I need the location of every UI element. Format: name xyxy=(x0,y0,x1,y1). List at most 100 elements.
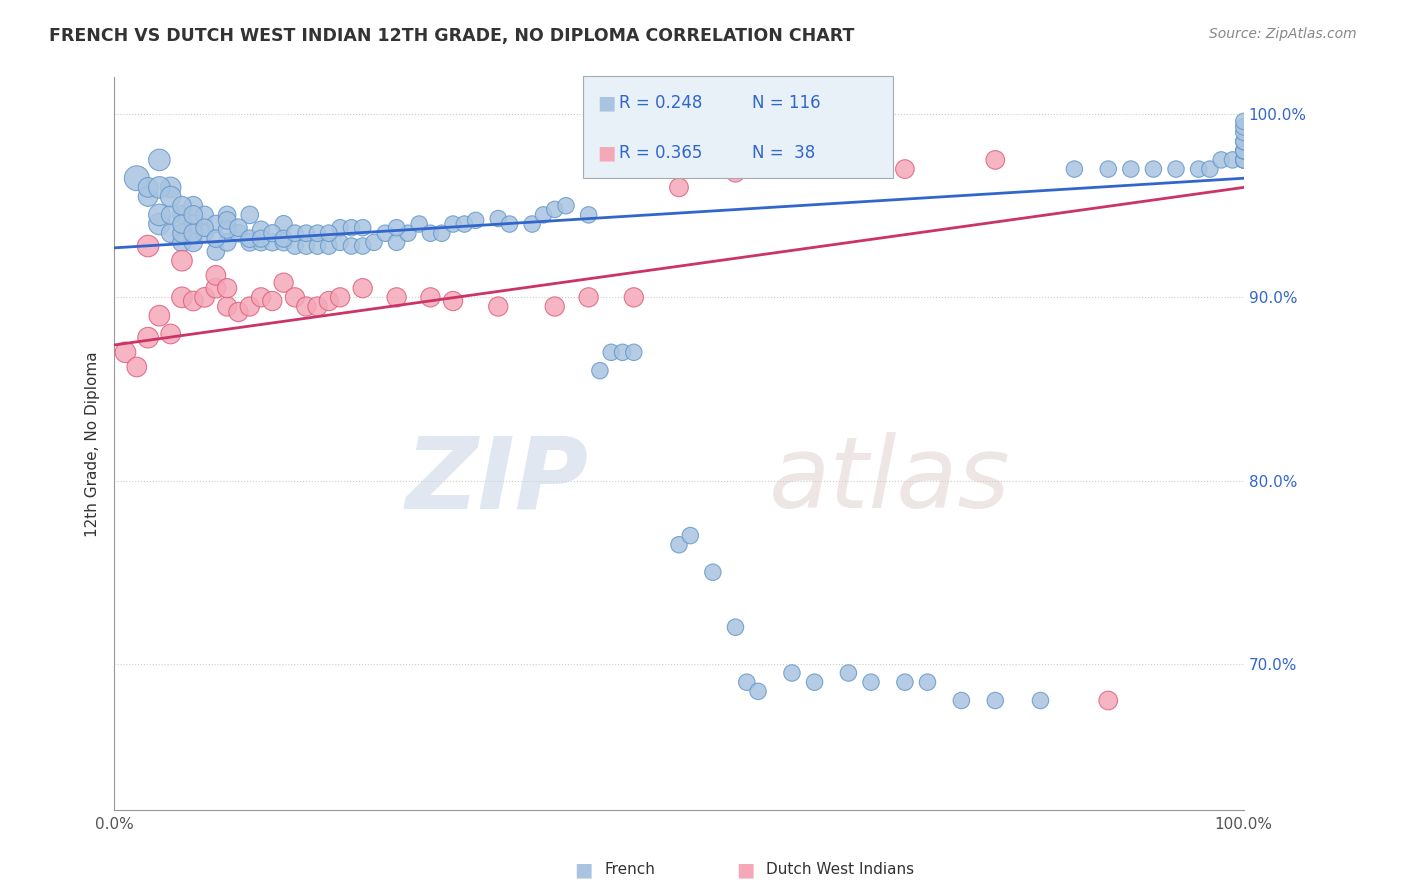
Point xyxy=(441,217,464,231)
Point xyxy=(1233,144,1256,158)
Point xyxy=(148,153,170,167)
Point xyxy=(837,666,859,681)
Point xyxy=(193,290,215,304)
Point xyxy=(1233,153,1256,167)
Point xyxy=(1119,162,1142,177)
Point xyxy=(125,171,148,186)
Point xyxy=(181,235,204,250)
Point xyxy=(1233,114,1256,128)
Point xyxy=(170,253,193,268)
Point xyxy=(159,208,181,222)
Point xyxy=(780,666,803,681)
Point xyxy=(284,239,307,253)
Point xyxy=(1233,120,1256,134)
Text: ■: ■ xyxy=(598,144,616,163)
Point xyxy=(295,239,318,253)
Point xyxy=(385,220,408,235)
Point xyxy=(273,217,295,231)
Point xyxy=(1222,153,1244,167)
Point xyxy=(578,290,600,304)
Point xyxy=(555,199,578,213)
Point xyxy=(205,217,228,231)
Point xyxy=(352,239,374,253)
Point xyxy=(894,675,917,690)
Point xyxy=(329,290,352,304)
Point xyxy=(533,208,555,222)
Point xyxy=(352,281,374,295)
Text: French: French xyxy=(605,863,655,877)
Point xyxy=(329,235,352,250)
Point xyxy=(239,300,262,314)
Point xyxy=(217,281,239,295)
Point xyxy=(1233,144,1256,158)
Point xyxy=(623,345,645,359)
Point xyxy=(1097,693,1119,707)
Point xyxy=(217,222,239,236)
Point xyxy=(239,208,262,222)
Point xyxy=(352,220,374,235)
Point xyxy=(136,331,159,345)
Point xyxy=(181,208,204,222)
Point xyxy=(950,693,973,707)
Point xyxy=(273,235,295,250)
Point xyxy=(464,213,486,227)
Point xyxy=(170,226,193,240)
Point xyxy=(295,300,318,314)
Text: ■: ■ xyxy=(735,860,755,880)
Point xyxy=(1063,162,1085,177)
Point xyxy=(612,345,634,359)
Point xyxy=(217,235,239,250)
Point xyxy=(1233,135,1256,149)
Point xyxy=(724,620,747,634)
Point xyxy=(307,226,329,240)
Point xyxy=(984,153,1007,167)
Point xyxy=(859,675,882,690)
Point xyxy=(1199,162,1222,177)
Point xyxy=(273,276,295,290)
Point xyxy=(181,226,204,240)
Point xyxy=(307,239,329,253)
Point xyxy=(1233,153,1256,167)
Point xyxy=(486,211,509,226)
Text: N =  38: N = 38 xyxy=(752,145,815,162)
Point xyxy=(340,220,363,235)
Point xyxy=(262,226,284,240)
Point xyxy=(262,235,284,250)
Point xyxy=(228,305,250,319)
Point xyxy=(228,226,250,240)
Point xyxy=(668,538,690,552)
Point xyxy=(318,293,340,308)
Point xyxy=(385,235,408,250)
Text: FRENCH VS DUTCH WEST INDIAN 12TH GRADE, NO DIPLOMA CORRELATION CHART: FRENCH VS DUTCH WEST INDIAN 12TH GRADE, … xyxy=(49,27,855,45)
Point xyxy=(600,345,623,359)
Text: N = 116: N = 116 xyxy=(752,94,821,112)
Point xyxy=(1233,144,1256,158)
Point xyxy=(284,290,307,304)
Point xyxy=(544,300,567,314)
Point xyxy=(307,300,329,314)
Point xyxy=(284,226,307,240)
Point xyxy=(181,217,204,231)
Point xyxy=(1211,153,1233,167)
Point xyxy=(318,239,340,253)
Point xyxy=(385,290,408,304)
Point xyxy=(1029,693,1052,707)
Point xyxy=(1233,125,1256,139)
Point xyxy=(181,199,204,213)
Point xyxy=(735,675,758,690)
Point xyxy=(228,220,250,235)
Point xyxy=(441,293,464,308)
Point xyxy=(498,217,520,231)
Point xyxy=(295,226,318,240)
Point xyxy=(679,528,702,542)
Point xyxy=(724,166,747,180)
Point xyxy=(193,220,215,235)
Point xyxy=(894,162,917,177)
Point xyxy=(984,693,1007,707)
Point xyxy=(419,290,441,304)
Point xyxy=(205,268,228,283)
Point xyxy=(623,290,645,304)
Point xyxy=(181,293,204,308)
Point xyxy=(239,235,262,250)
Point xyxy=(159,326,181,341)
